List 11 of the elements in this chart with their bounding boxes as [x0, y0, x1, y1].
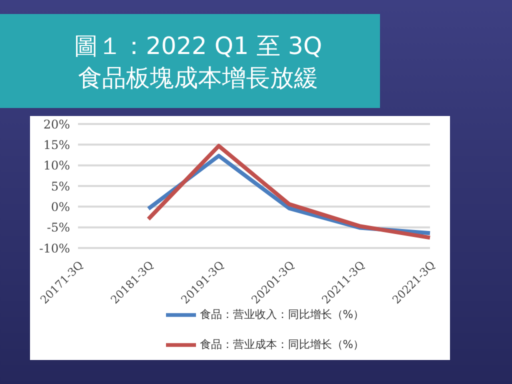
y-tick-label: 15% — [43, 138, 70, 152]
line-series — [146, 144, 432, 240]
y-tick-label: -10% — [39, 241, 70, 256]
legend-label: 食品：营业收入：同比增长（%） — [200, 308, 364, 322]
y-tick-label: -5% — [46, 220, 70, 235]
y-tick-label: 0% — [50, 200, 70, 214]
legend-label: 食品：营业成本：同比增长（%） — [200, 338, 364, 352]
y-tick-label: 10% — [43, 158, 70, 173]
y-tick-label: 5% — [50, 179, 70, 194]
chart-title: 圖１：2022 Q1 至 3Q 食品板塊成本增長放緩 — [72, 31, 324, 94]
y-tick-label: 20% — [43, 117, 70, 132]
